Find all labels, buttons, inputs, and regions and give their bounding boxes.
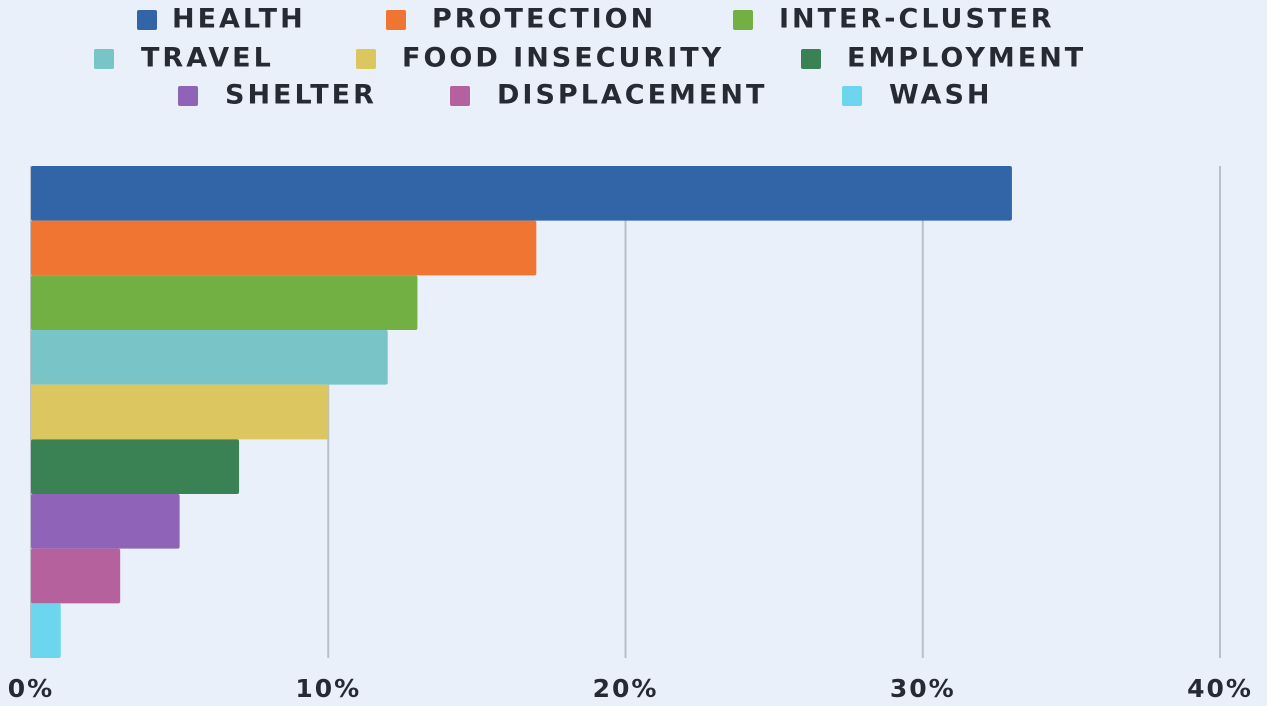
legend-label: WASH bbox=[889, 80, 993, 111]
legend-label: FOOD INSECURITY bbox=[402, 43, 724, 74]
bar bbox=[31, 275, 418, 330]
bar bbox=[31, 384, 329, 440]
legend-swatch bbox=[356, 49, 376, 69]
legend-label: TRAVEL bbox=[141, 43, 274, 74]
legend-swatch bbox=[733, 10, 753, 30]
legend-label: PROTECTION bbox=[432, 4, 656, 35]
x-tick-label: 0% bbox=[8, 674, 54, 703]
bar bbox=[31, 603, 61, 658]
legend-swatch bbox=[450, 86, 470, 106]
x-tick-label: 40% bbox=[1187, 674, 1253, 703]
legend-label: DISPLACEMENT bbox=[497, 80, 767, 111]
bar bbox=[31, 166, 1012, 221]
legend-swatch bbox=[178, 86, 198, 106]
legend-swatch bbox=[386, 10, 406, 30]
bar bbox=[31, 330, 388, 385]
legend-swatch bbox=[137, 10, 157, 30]
legend-swatch bbox=[94, 49, 114, 69]
x-tick-label: 10% bbox=[295, 674, 361, 703]
bar bbox=[31, 494, 180, 549]
legend-label: HEALTH bbox=[172, 4, 306, 35]
bar bbox=[31, 439, 240, 494]
bar bbox=[31, 548, 121, 604]
legend-label: INTER-CLUSTER bbox=[779, 4, 1055, 35]
bar bbox=[31, 220, 537, 276]
legend-swatch bbox=[842, 86, 862, 106]
x-tick-label: 30% bbox=[890, 674, 956, 703]
legend-swatch bbox=[801, 49, 821, 69]
legend-label: EMPLOYMENT bbox=[847, 43, 1086, 74]
legend-label: SHELTER bbox=[225, 80, 377, 111]
x-tick-label: 20% bbox=[593, 674, 659, 703]
